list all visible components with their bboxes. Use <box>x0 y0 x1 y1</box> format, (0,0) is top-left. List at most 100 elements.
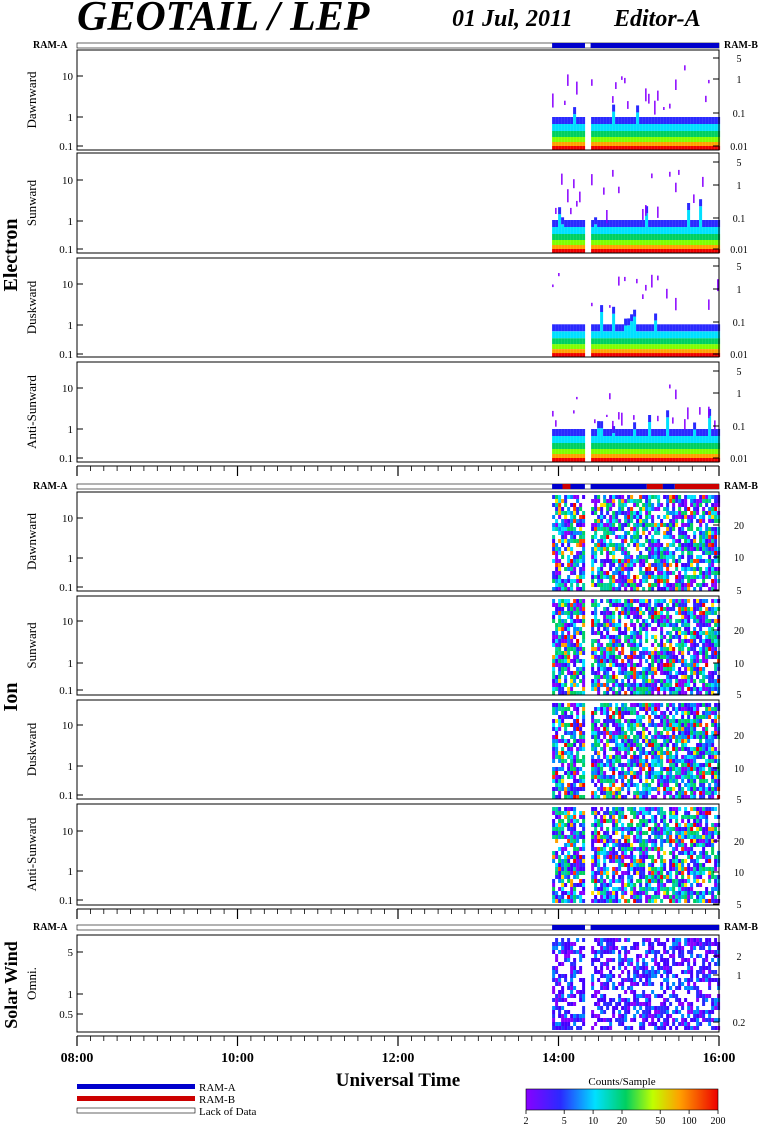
spectrogram-cell <box>639 559 643 563</box>
spectrogram-cell <box>573 675 577 679</box>
spectrogram-cell <box>576 499 580 503</box>
spectrogram-cell <box>618 655 622 659</box>
spectrogram-cell <box>609 349 613 354</box>
spectrogram-cell <box>591 727 595 731</box>
spectrogram-cell <box>594 751 598 755</box>
spectrogram-cell <box>582 835 586 839</box>
spectrogram-cell <box>672 707 676 711</box>
spectrogram-cell <box>645 599 649 603</box>
spectrogram-cell <box>636 831 640 835</box>
spectrogram-cell <box>651 775 655 779</box>
spectrogram-cell <box>606 503 610 507</box>
spectrogram-cell <box>564 353 568 357</box>
spectrogram-cell <box>552 458 556 462</box>
spectrogram-cell <box>594 855 598 859</box>
spectrogram-cell <box>609 879 613 883</box>
spectrogram-cell <box>609 543 613 547</box>
spectrogram-cell <box>552 146 556 150</box>
spectrogram-cell <box>666 587 670 591</box>
spectrogram-cell <box>654 523 658 527</box>
spectrogram-cell <box>708 747 712 751</box>
spectrogram-cell <box>684 547 688 551</box>
spectrogram-cell <box>612 111 616 131</box>
spectrogram-cell <box>714 454 718 458</box>
spectrogram-cell <box>693 124 697 131</box>
spectrogram-cell <box>627 683 631 687</box>
spectrogram-cell <box>630 583 634 587</box>
spectrogram-cell <box>663 727 667 731</box>
y-tick-label-right: 0.1 <box>733 422 746 433</box>
spectrogram-cell <box>654 579 658 583</box>
spectrogram-cell <box>690 543 694 547</box>
spectrogram-cell <box>600 731 604 735</box>
spectrogram-cell <box>594 419 596 424</box>
spectrogram-cell <box>594 142 598 146</box>
spectrogram-cell <box>633 647 637 651</box>
spectrogram-cell <box>618 707 622 711</box>
spectrogram-cell <box>675 603 679 607</box>
spectrogram-cell <box>666 137 670 142</box>
spectrogram-cell <box>705 539 709 543</box>
spectrogram-cell <box>651 429 655 436</box>
spectrogram-cell <box>663 454 667 458</box>
spectrogram-cell <box>636 791 640 795</box>
spectrogram-cell <box>603 353 607 357</box>
spectrogram-cell <box>591 807 595 811</box>
spectrogram-cell <box>711 603 715 607</box>
spectrogram-cell <box>612 827 616 831</box>
y-tick-label-right: 5 <box>737 158 742 169</box>
spectrogram-cell <box>579 429 583 436</box>
spectrogram-cell <box>684 449 688 454</box>
spectrogram-cell <box>630 611 634 615</box>
spectrogram-cell <box>654 575 658 579</box>
spectrogram-cell <box>699 651 703 655</box>
spectrogram-cell <box>603 454 607 458</box>
spectrogram-cell <box>597 515 601 519</box>
spectrogram-cell <box>564 117 568 124</box>
spectrogram-cell <box>627 747 631 751</box>
spectrogram-cell <box>597 731 601 735</box>
spectrogram-cell <box>684 727 688 731</box>
spectrogram-cell <box>711 751 715 755</box>
spectrogram-cell <box>615 454 619 458</box>
spectrogram-cell <box>642 353 646 357</box>
spectrogram-cell <box>576 344 580 349</box>
spectrogram-cell <box>651 635 655 639</box>
spectrogram-cell <box>621 76 623 80</box>
spectrogram-cell <box>672 675 676 679</box>
spectrogram-cell <box>576 555 580 559</box>
spectrogram-cell <box>657 227 661 234</box>
spectrogram-cell <box>654 507 658 511</box>
spectrogram-cell <box>597 124 601 131</box>
spectrogram-cell <box>573 603 577 607</box>
spectrogram-cell <box>582 555 586 559</box>
spectrogram-cell <box>597 245 601 249</box>
spectrogram-cell <box>597 623 601 627</box>
spectrogram-cell <box>621 511 625 515</box>
spectrogram-cell <box>699 515 703 519</box>
spectrogram-cell <box>624 891 628 895</box>
spectrogram-cell <box>675 220 679 227</box>
spectrogram-cell <box>570 331 574 339</box>
spectrogram-cell <box>567 791 571 795</box>
spectrogram-cell <box>636 775 640 779</box>
spectrogram-cell <box>645 555 649 559</box>
spectrogram-cell <box>603 683 607 687</box>
spectrogram-cell <box>705 619 709 623</box>
spectrogram-cell <box>690 579 694 583</box>
spectrogram-cell <box>564 137 568 142</box>
spectrogram-cell <box>606 611 610 615</box>
spectrogram-cell <box>567 449 571 454</box>
spectrogram-cell <box>582 735 586 739</box>
spectrogram-cell <box>684 571 688 575</box>
spectrogram-cell <box>660 436 664 443</box>
spectrogram-cell <box>618 727 622 731</box>
spectrogram-cell <box>576 711 580 715</box>
spectrogram-cell <box>576 146 580 150</box>
spectrogram-cell <box>702 647 706 651</box>
spectrogram-cell <box>624 353 628 357</box>
spectrogram-cell <box>693 631 697 635</box>
spectrogram-cell <box>636 523 640 527</box>
spectrogram-cell <box>591 79 593 86</box>
spectrogram-cell <box>606 807 610 811</box>
